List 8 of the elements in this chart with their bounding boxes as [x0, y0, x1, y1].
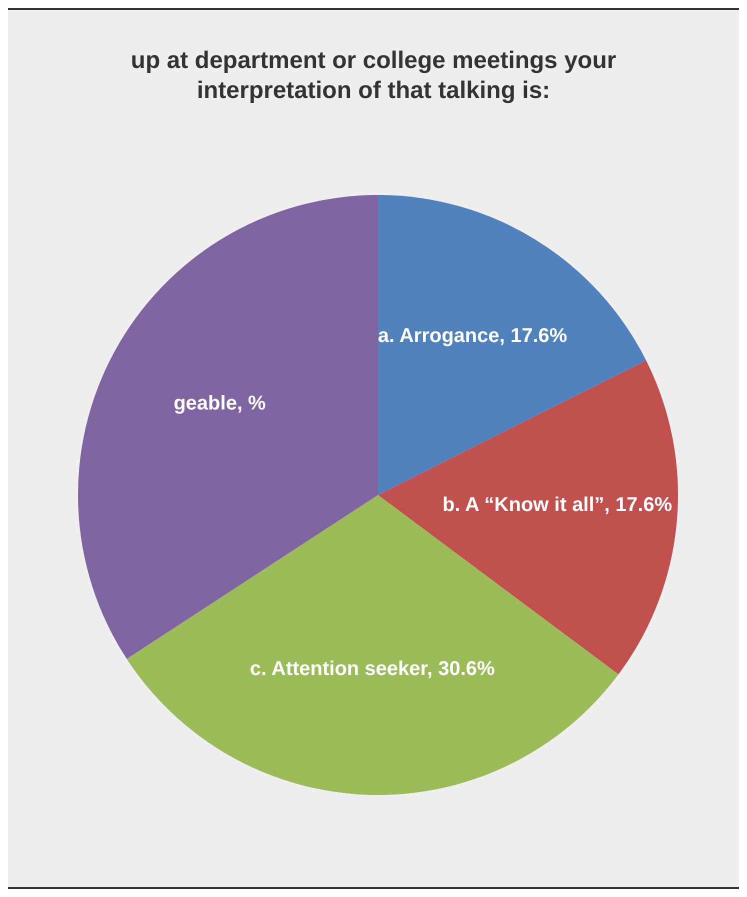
- slice-label: b. A “Know it all”, 17.6%: [442, 494, 672, 516]
- pie-slice: [78, 195, 378, 659]
- chart-title: up at department or college meetings your interpretation of that talking is:: [130, 46, 618, 106]
- slice-label: geable, %: [174, 392, 266, 414]
- pie-slice: [126, 495, 618, 795]
- slice-label: a. Arrogance, 17.6%: [378, 324, 568, 347]
- pie-slice: [378, 195, 646, 495]
- slice-label: c. Attention seeker, 30.6%: [250, 658, 496, 680]
